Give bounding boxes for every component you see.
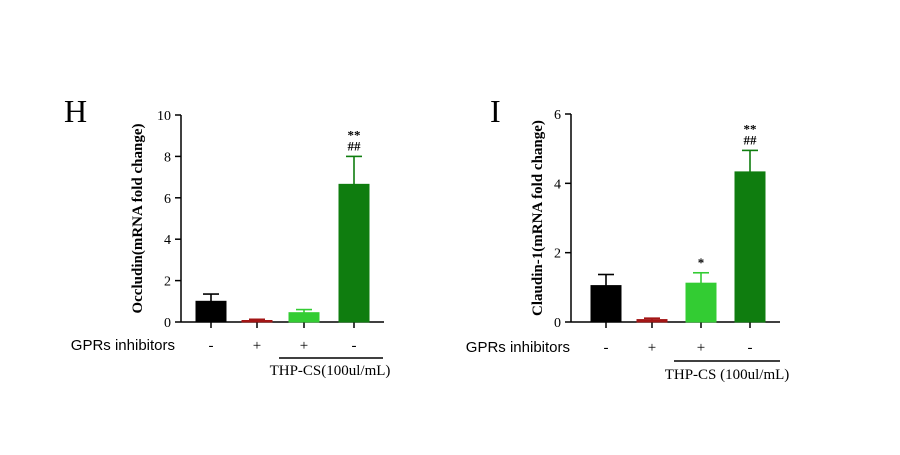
condition-symbol: - <box>209 338 214 354</box>
significance-label: ## <box>744 132 758 147</box>
row-label-gprs-inhibitors: GPRs inhibitors <box>466 339 570 356</box>
condition-symbol: - <box>352 338 357 354</box>
y-axis-label: Occludin(mRNA fold change) <box>130 123 146 313</box>
chart-panel-h: H 0 2 4 6 8 10 Occludin(mRNA fold change) - + + **#… <box>64 93 390 379</box>
bar <box>195 300 227 323</box>
condition-symbol: + <box>253 338 261 354</box>
y-tick-label: 8 <box>164 150 171 165</box>
panel-label: I <box>490 93 501 129</box>
y-tick-label: 6 <box>164 192 171 207</box>
group-label-thp-cs: THP-CS (100ul/mL) <box>665 367 790 383</box>
significance-label: ** <box>348 127 361 142</box>
y-tick-label: 2 <box>554 247 561 262</box>
y-tick-label: 0 <box>554 316 561 331</box>
significance-label: ** <box>744 121 757 136</box>
group-label-thp-cs: THP-CS(100ul/mL) <box>270 363 391 379</box>
bar <box>734 171 766 323</box>
y-tick-label: 10 <box>157 109 171 124</box>
bar <box>590 285 622 323</box>
y-axis-label: Claudin-1(mRNA fold change) <box>530 120 546 316</box>
condition-symbol: + <box>697 340 705 356</box>
panel-label: H <box>64 93 87 129</box>
bar <box>685 282 717 323</box>
significance-label: * <box>698 255 705 270</box>
chart-panel-i: I 0 2 4 6 Claudin-1(mRNA fold change) - + * + **##… <box>466 93 790 383</box>
condition-symbol: + <box>300 338 308 354</box>
y-tick-label: 6 <box>554 108 561 123</box>
row-label-gprs-inhibitors: GPRs inhibitors <box>71 337 175 354</box>
bar <box>636 319 668 323</box>
y-tick-label: 4 <box>164 233 171 248</box>
y-tick-label: 2 <box>164 275 171 290</box>
y-tick-label: 0 <box>164 316 171 331</box>
significance-label: ## <box>348 138 362 153</box>
condition-symbol: - <box>604 340 609 356</box>
bar <box>338 183 370 323</box>
bar <box>288 312 320 323</box>
condition-symbol: + <box>648 340 656 356</box>
condition-symbol: - <box>748 340 753 356</box>
y-tick-label: 4 <box>554 177 561 192</box>
bar <box>241 320 273 323</box>
